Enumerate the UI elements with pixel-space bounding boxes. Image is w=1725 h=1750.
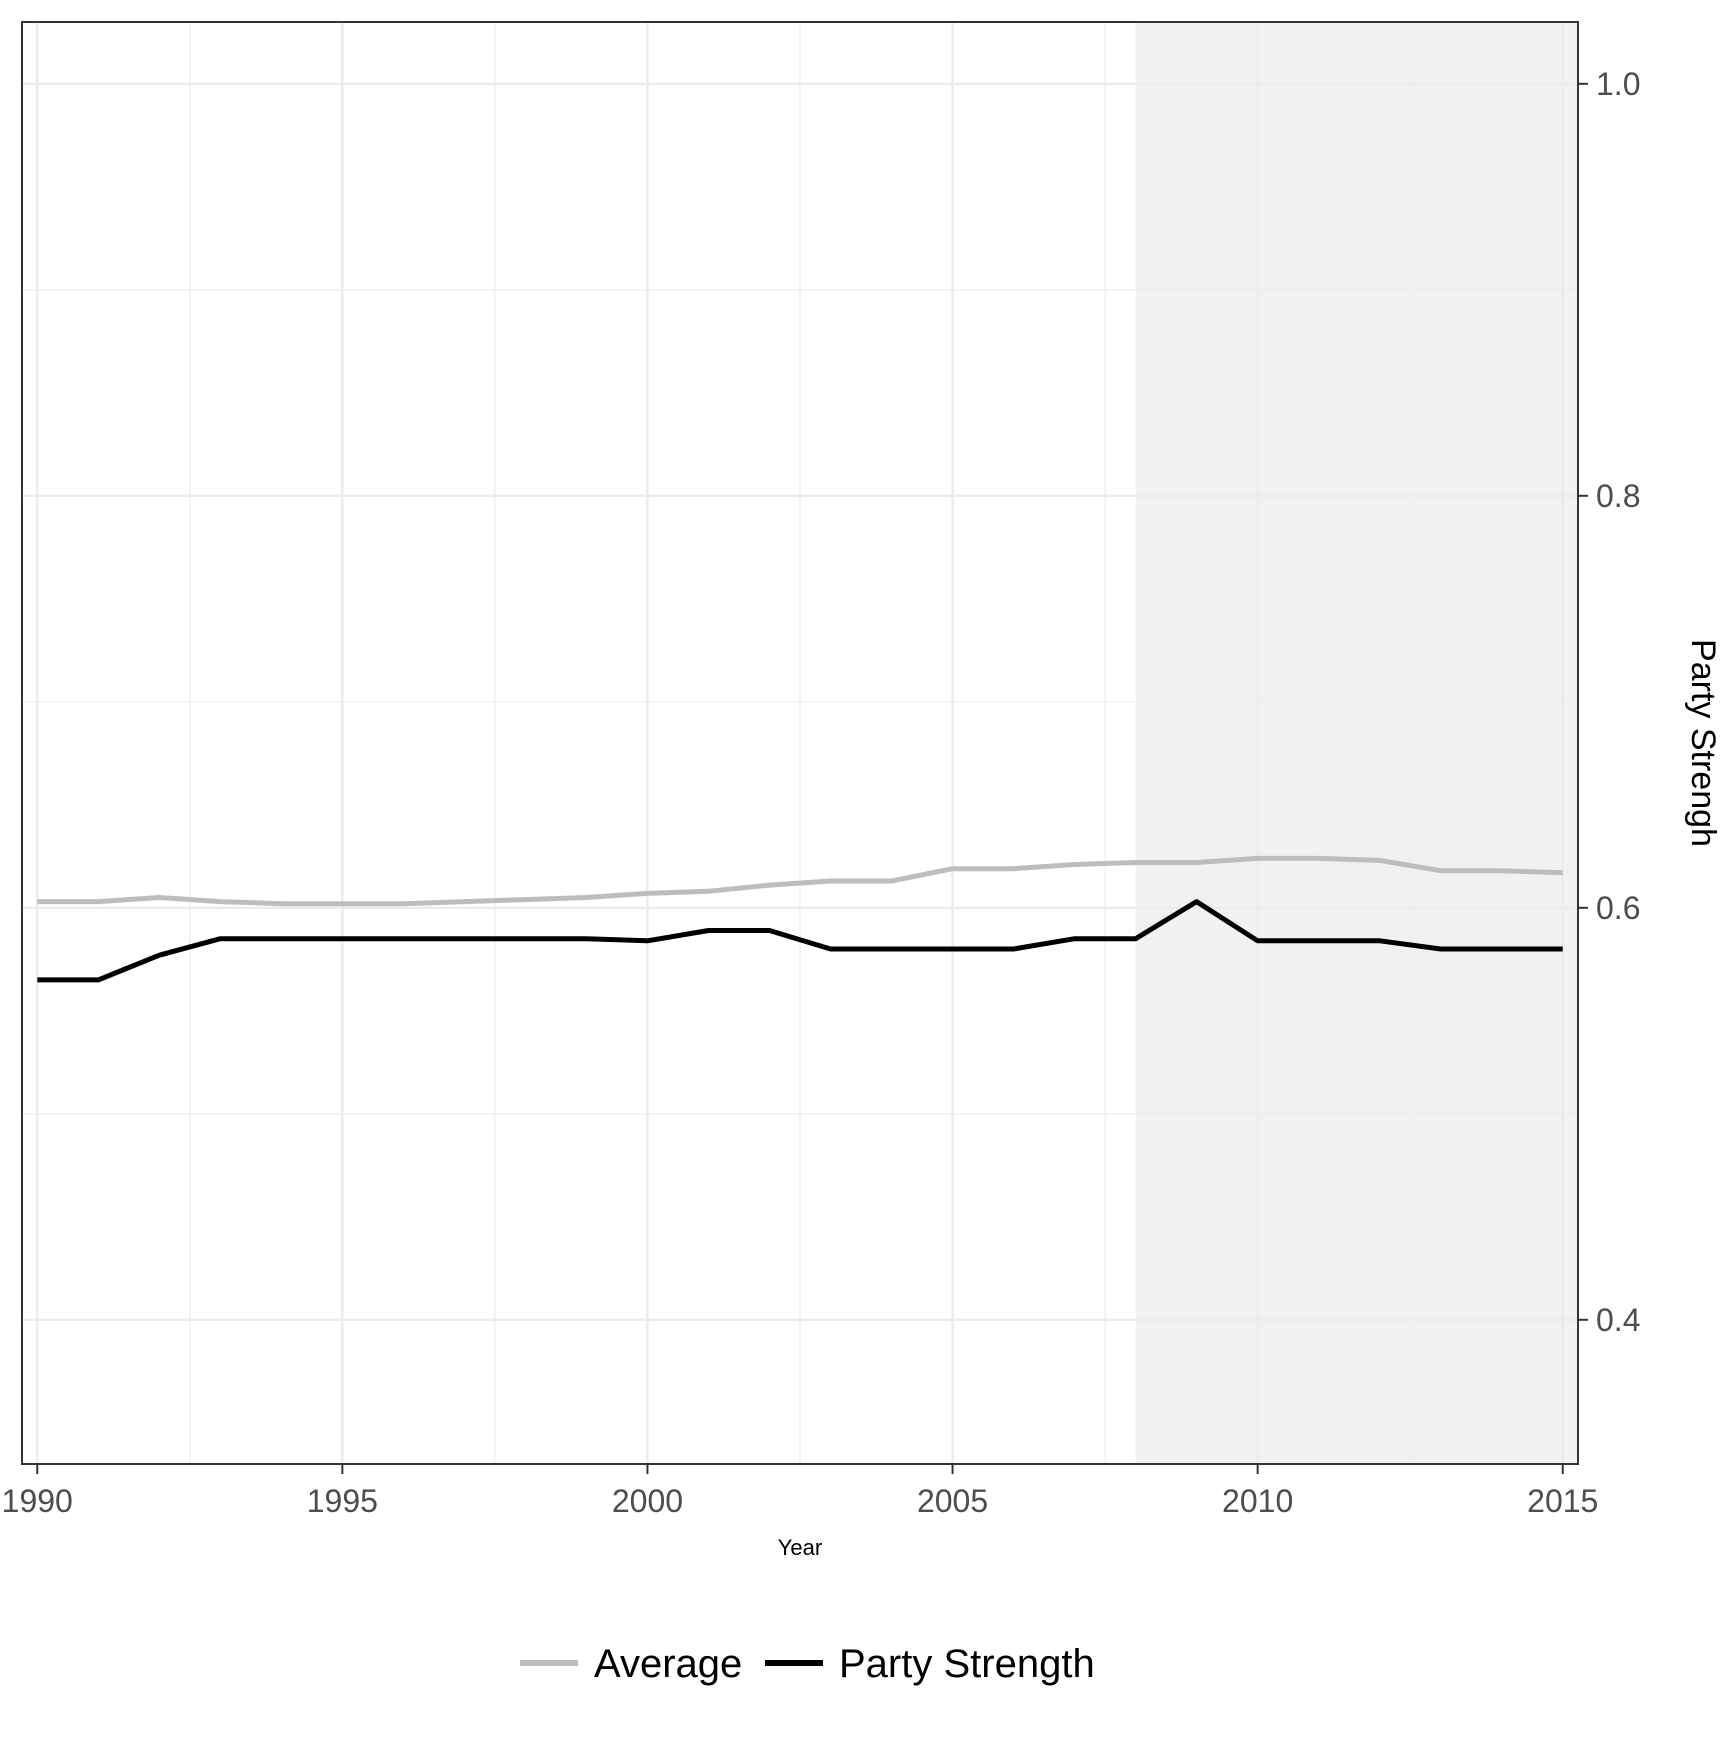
x-tick-label: 1995 — [307, 1483, 378, 1519]
grid-lines — [22, 22, 1578, 1464]
shaded-region — [1135, 22, 1578, 1464]
series-lines — [37, 855, 1563, 983]
legend-label-average: Average — [594, 1642, 742, 1686]
series-line-party-strength — [37, 899, 1563, 983]
series-line-average — [37, 855, 1563, 907]
x-tick-label: 2010 — [1222, 1483, 1293, 1519]
shaded-period — [1135, 22, 1578, 1464]
y-tick-label: 1.0 — [1596, 66, 1640, 102]
y-tick-label: 0.4 — [1596, 1302, 1640, 1338]
x-tick-label: 2005 — [917, 1483, 988, 1519]
x-axis: 1990 1995 2000 2005 2010 2015 — [2, 1464, 1598, 1519]
y-axis: 0.4 0.6 0.8 1.0 — [1578, 66, 1640, 1338]
x-axis-title: Year — [778, 1535, 822, 1560]
y-tick-label: 0.6 — [1596, 890, 1640, 926]
plot-panel-border — [21, 21, 1579, 1465]
y-tick-label: 0.8 — [1596, 478, 1640, 514]
x-tick-label: 2000 — [612, 1483, 683, 1519]
legend-label-party-strength: Party Strength — [839, 1642, 1095, 1686]
legend: Average Party Strength — [520, 1642, 1095, 1686]
x-tick-label: 1990 — [2, 1483, 73, 1519]
y-axis-title: Party Strengh — [1684, 639, 1722, 847]
x-tick-label: 2015 — [1527, 1483, 1598, 1519]
